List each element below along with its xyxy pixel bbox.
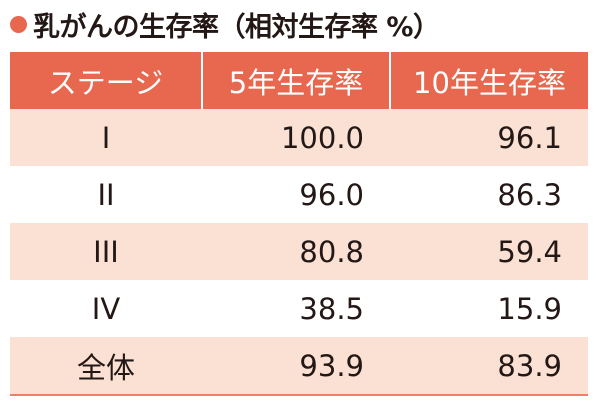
table-header-row: ステージ 5年生存率 10年生存率 xyxy=(10,52,588,109)
cell-stage: 全体 xyxy=(10,337,202,396)
cell-ten-year: 83.9 xyxy=(390,337,588,396)
cell-five-year: 93.9 xyxy=(202,337,390,396)
chart-title-bar: 乳がんの生存率（相対生存率 %） xyxy=(10,4,440,44)
cell-ten-year: 15.9 xyxy=(390,280,588,337)
cell-stage: IV xyxy=(10,280,202,337)
survival-table-container: ステージ 5年生存率 10年生存率 I 100.0 96.1 II 96.0 8… xyxy=(10,52,588,396)
table-row: III 80.8 59.4 xyxy=(10,223,588,280)
cell-five-year: 100.0 xyxy=(202,109,390,166)
chart-title: 乳がんの生存率（相対生存率 %） xyxy=(33,11,440,43)
table-row: I 100.0 96.1 xyxy=(10,109,588,166)
cell-ten-year: 86.3 xyxy=(390,166,588,223)
header-ten-year: 10年生存率 xyxy=(389,52,588,109)
cell-stage: II xyxy=(10,166,202,223)
cell-stage: III xyxy=(10,223,202,280)
survival-table: ステージ 5年生存率 10年生存率 I 100.0 96.1 II 96.0 8… xyxy=(10,52,588,396)
table-row: 全体 93.9 83.9 xyxy=(10,337,588,396)
cell-five-year: 80.8 xyxy=(202,223,390,280)
cell-five-year: 38.5 xyxy=(202,280,390,337)
cell-ten-year: 96.1 xyxy=(390,109,588,166)
bullet-dot-icon xyxy=(10,15,27,33)
cell-stage: I xyxy=(10,109,202,166)
cell-ten-year: 59.4 xyxy=(390,223,588,280)
table-row: IV 38.5 15.9 xyxy=(10,280,588,337)
header-stage: ステージ xyxy=(10,52,202,109)
cell-five-year: 96.0 xyxy=(202,166,390,223)
table-row: II 96.0 86.3 xyxy=(10,166,588,223)
header-five-year: 5年生存率 xyxy=(201,52,390,109)
